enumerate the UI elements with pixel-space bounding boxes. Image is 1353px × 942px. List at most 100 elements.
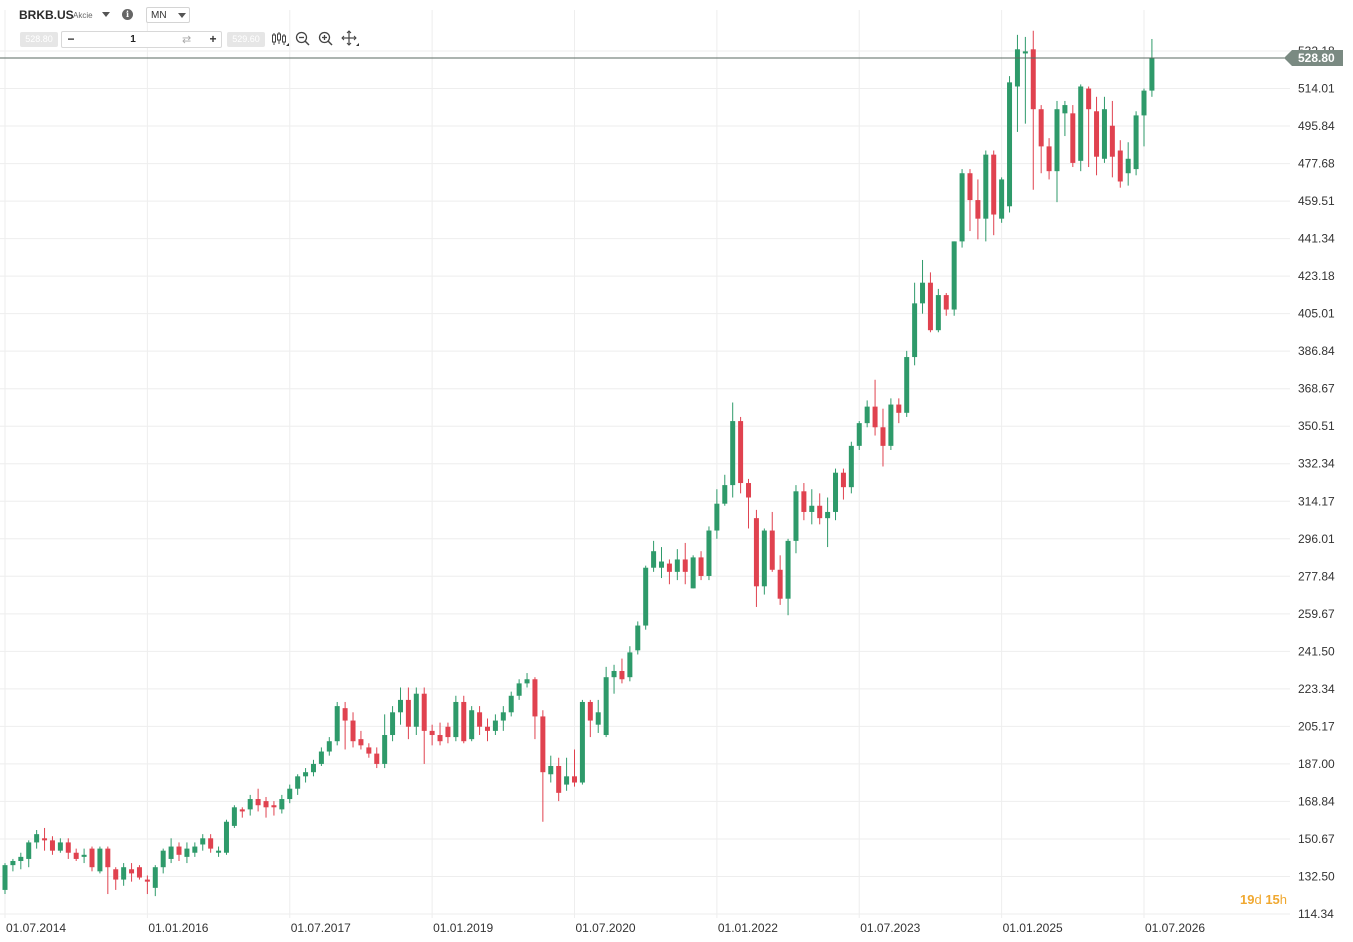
candle-body (263, 801, 269, 808)
y-tick-label: 405.01 (1298, 307, 1335, 321)
candle-body (1022, 51, 1028, 54)
candle (706, 526, 712, 581)
crosshair-icon[interactable] (341, 30, 359, 48)
y-tick-label: 459.51 (1298, 194, 1335, 208)
candle-body (239, 809, 245, 812)
sell-price[interactable]: 528.80 (20, 32, 58, 47)
candle-body (484, 726, 490, 731)
candle (295, 774, 301, 795)
x-tick-label: 01.07.2020 (576, 921, 636, 935)
candle (817, 493, 823, 525)
candle (49, 836, 55, 855)
candle-body (991, 154, 997, 215)
candle-body (168, 846, 174, 859)
timeframe-select[interactable]: MN (146, 7, 190, 23)
candle (975, 179, 981, 240)
candle (105, 846, 111, 895)
candle (1125, 142, 1131, 186)
quantity-plus-button[interactable]: + (209, 32, 217, 46)
candle (144, 875, 150, 895)
candle (1007, 76, 1013, 213)
candle-body (674, 559, 680, 572)
candle (390, 706, 396, 742)
candle (769, 511, 775, 572)
candle-body (97, 848, 103, 872)
y-tick-label: 241.50 (1298, 644, 1335, 658)
quantity-minus-button[interactable]: − (67, 32, 75, 46)
y-tick-label: 223.34 (1298, 682, 1335, 696)
y-tick-label: 114.34 (1298, 907, 1334, 921)
candle (532, 677, 538, 740)
candle (374, 747, 380, 769)
candle (619, 658, 625, 684)
candle (136, 865, 142, 880)
zoom-in-icon[interactable] (317, 30, 335, 48)
info-icon[interactable]: i (122, 9, 133, 20)
candle (192, 842, 198, 857)
candle (405, 687, 411, 740)
candle-body (113, 869, 119, 880)
candle-body (595, 712, 601, 725)
candle-body (666, 563, 672, 572)
candle-body (1086, 88, 1092, 110)
current-price-label: 528.80 (1298, 51, 1335, 65)
candle-body (682, 559, 688, 572)
candle (738, 416, 744, 494)
candle (34, 830, 40, 849)
candle (239, 807, 245, 818)
y-tick-label: 495.84 (1298, 119, 1335, 133)
candle (152, 865, 158, 897)
swap-icon[interactable]: ⇄ (182, 34, 192, 46)
candle-body (508, 695, 514, 713)
candle-body (477, 712, 483, 727)
candle (516, 679, 522, 700)
candle-body (1117, 150, 1123, 182)
candle-body (959, 173, 965, 242)
instrument-type: Akcie (73, 11, 93, 20)
y-tick-label: 259.67 (1298, 607, 1335, 621)
candle (927, 272, 933, 333)
candle-body (413, 693, 419, 727)
y-tick-label: 423.18 (1298, 269, 1335, 283)
x-axis: 01.07.2014 01.01.2016 01.07.2017 01.01.2019… (6, 921, 1205, 935)
x-tick-label: 01.07.2014 (6, 921, 66, 935)
candle-body (49, 840, 55, 851)
symbol-name[interactable]: BRKB.US (19, 8, 74, 22)
candlestick-series (2, 30, 1155, 897)
candle-body (516, 683, 522, 696)
candlestick-type-icon[interactable] (271, 30, 289, 48)
candle-body (564, 776, 570, 785)
candle-body (152, 867, 158, 888)
candle-body (1141, 90, 1147, 116)
zoom-out-icon[interactable] (294, 30, 312, 48)
candle (524, 673, 530, 688)
candle-body (730, 421, 736, 486)
candle-body (366, 747, 372, 754)
candle (991, 150, 997, 236)
candle-body (714, 503, 720, 531)
buy-price[interactable]: 529.60 (227, 32, 265, 47)
candle-body (1125, 158, 1131, 174)
candle-body (160, 850, 166, 868)
candle-body (880, 427, 886, 446)
y-tick-label: 150.67 (1298, 832, 1335, 846)
candle-body (453, 701, 459, 738)
candle (437, 722, 443, 746)
candle (880, 408, 886, 467)
candle (500, 706, 506, 731)
candle (722, 474, 728, 506)
candle (382, 714, 388, 769)
candle (674, 549, 680, 581)
symbol-dropdown-caret-icon[interactable] (102, 12, 110, 17)
candle (2, 863, 8, 895)
timeframe-caret-icon (178, 13, 186, 18)
candle (508, 691, 514, 717)
x-tick-label: 01.01.2022 (718, 921, 778, 935)
candle-body (208, 838, 214, 849)
candle-body (943, 295, 949, 310)
quantity-stepper[interactable]: − 1 ⇄ + (61, 31, 222, 48)
quantity-input[interactable]: 1 (130, 34, 136, 45)
candle-body (342, 708, 348, 721)
candle (643, 565, 649, 630)
